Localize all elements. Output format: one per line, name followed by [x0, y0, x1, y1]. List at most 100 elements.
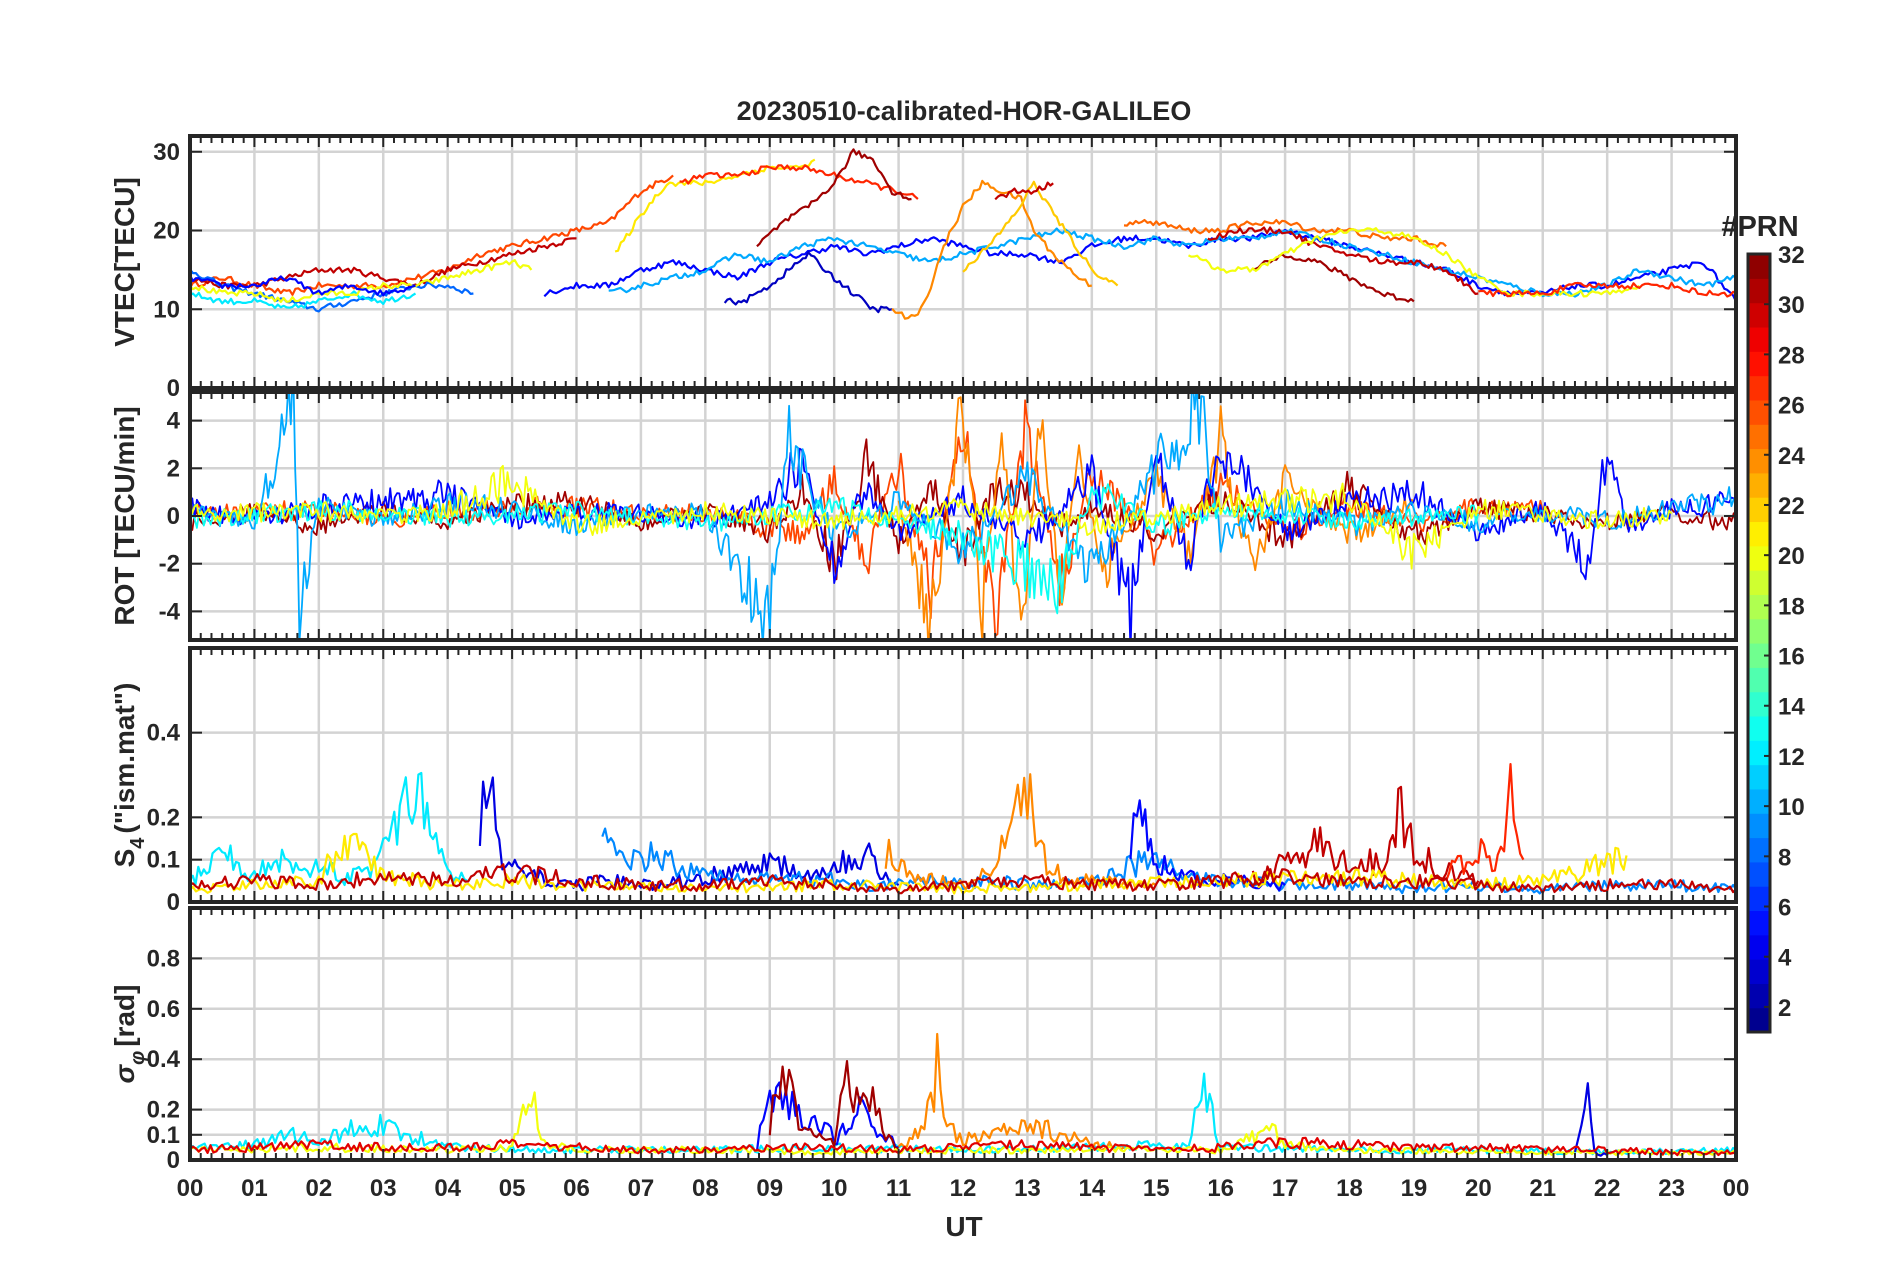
y-tick-label: -2 [159, 551, 180, 578]
series-prn-21 [614, 158, 816, 253]
series-prn-5 [190, 447, 1736, 640]
colorbar-tick-label: 12 [1778, 744, 1805, 771]
series-prn-20 [1188, 227, 1641, 298]
x-axis-label: UT [945, 1211, 982, 1242]
series-prn-24 [884, 773, 1157, 891]
colorbar-tick-label: 16 [1778, 644, 1805, 671]
panel-1-series [190, 148, 1736, 320]
x-tick-label: 19 [1401, 1175, 1428, 1202]
y-tick-label: 20 [153, 218, 180, 245]
y-tick-label: 0.4 [147, 1046, 181, 1073]
x-tick-label: 02 [305, 1175, 332, 1202]
colorbar-segment [1748, 788, 1770, 814]
series-prn-5 [190, 274, 416, 297]
x-tick-label: 21 [1529, 1175, 1556, 1202]
x-tick-label: 17 [1272, 1175, 1299, 1202]
series-prn-24 [897, 1032, 1125, 1153]
series-prn-31 [756, 148, 912, 248]
series-prn-27 [679, 164, 919, 200]
y-tick-label: 0.2 [147, 1097, 180, 1124]
panel-3-series [190, 763, 1736, 895]
colorbar-tick-label: 32 [1778, 242, 1805, 269]
y-axis-label-1: VTEC[TECU] [109, 177, 140, 347]
series-prn-27 [1445, 763, 1525, 882]
colorbar-segment [1748, 691, 1770, 717]
colorbar-segment [1748, 472, 1770, 498]
y-tick-label: 0.1 [147, 1122, 180, 1149]
x-tick-label: 05 [499, 1175, 526, 1202]
colorbar-tick-label: 4 [1778, 945, 1792, 972]
x-tick-label: 07 [628, 1175, 655, 1202]
colorbar-segment [1748, 375, 1770, 401]
colorbar-tick-label: 6 [1778, 895, 1791, 922]
y-tick-label: 0.1 [147, 847, 180, 874]
y-axis-label-4: σφ[rad] [109, 985, 149, 1084]
colorbar-segment [1748, 254, 1770, 279]
series-prn-3 [723, 251, 893, 314]
x-tick-label: 18 [1336, 1175, 1363, 1202]
series-prn-9 [601, 827, 1736, 895]
colorbar-tick-label: 28 [1778, 342, 1805, 369]
colorbar-title: #PRN [1721, 211, 1798, 243]
colorbar-tick-label: 30 [1778, 292, 1805, 319]
colorbar-segment [1748, 618, 1770, 644]
panel-2: -4 -2 0 2 4 ROT [TECU/min] [109, 390, 1738, 642]
series-prn-20 [190, 464, 1673, 570]
y-tick-label: 0 [167, 503, 180, 530]
series-prn-12 [190, 290, 417, 309]
series-prn-31 [768, 1060, 900, 1150]
y-axis-label-3: S4("ism.mat") [109, 683, 149, 868]
series-prn-13 [190, 483, 1480, 615]
series-prn-4 [478, 776, 900, 892]
colorbar-tick-label: 24 [1778, 443, 1805, 470]
colorbar-segment [1748, 448, 1770, 474]
x-tick-label: 12 [950, 1175, 977, 1202]
x-tick-label: 00 [1723, 1175, 1750, 1202]
panel-3: 0 0.1 0.2 0.4S4("ism.mat") [109, 646, 1738, 916]
colorbar-segment [1748, 497, 1770, 523]
series-prn-30 [1207, 226, 1479, 295]
colorbar-segment [1748, 667, 1770, 693]
series-prn-27 [1478, 281, 1736, 298]
colorbar-segment [1748, 861, 1770, 887]
series-prn-26 [190, 174, 674, 296]
colorbar-segment [1748, 326, 1770, 352]
y-tick-label: 10 [153, 296, 180, 323]
series-prn-30 [1251, 785, 1480, 887]
colorbar-tick-label: 20 [1778, 543, 1805, 570]
x-tick-label: 15 [1143, 1175, 1170, 1202]
series-prn-24 [897, 396, 1415, 640]
x-tick-label: 01 [241, 1175, 268, 1202]
series-prn-22 [962, 180, 1119, 287]
colorbar-tick-label: 22 [1778, 493, 1805, 520]
colorbar-segment [1748, 545, 1770, 571]
colorbar-segment [1748, 983, 1770, 1009]
colorbar-tick-label: 26 [1778, 393, 1805, 420]
panel-2-ticks [189, 392, 1737, 640]
colorbar-segment [1748, 959, 1770, 984]
colorbar-segment [1748, 715, 1770, 741]
colorbar-segment [1748, 643, 1770, 668]
y-tick-label: 4 [167, 408, 181, 435]
colorbar-segment [1748, 399, 1770, 425]
series-prn-10 [190, 392, 1736, 640]
panel-4-ticks [189, 908, 1737, 1161]
colorbar-tick-label: 2 [1778, 995, 1791, 1022]
x-tick-label: 04 [434, 1175, 461, 1202]
colorbar-tick-label: 18 [1778, 593, 1805, 620]
y-tick-label: 0.4 [147, 720, 181, 747]
colorbar-segment [1748, 910, 1770, 936]
chart-title: 20230510-calibrated-HOR-GALILEO [737, 96, 1192, 126]
x-tick-label: 06 [563, 1175, 590, 1202]
series-prn-12 [190, 771, 468, 887]
panel-3-ticks [189, 648, 1737, 903]
x-tick-label: 10 [821, 1175, 848, 1202]
colorbar-segment [1748, 570, 1770, 595]
colorbar-segment [1748, 302, 1770, 328]
panel-4: 00.10.2 0.4 0.6 0.8 σφ[rad] [109, 906, 1738, 1174]
x-tick-label: 03 [370, 1175, 397, 1202]
colorbar-tick-label: 14 [1778, 694, 1805, 721]
panel-1: 0 10 20 30 VTEC[TECU] [109, 134, 1738, 402]
